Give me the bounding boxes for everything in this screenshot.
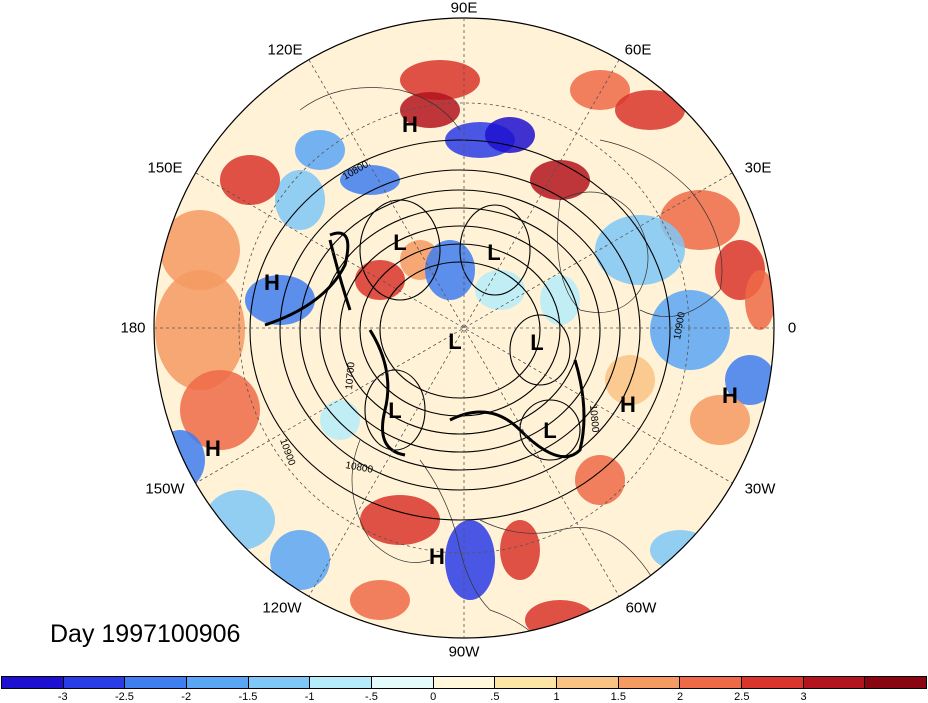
high-pressure-label: H xyxy=(264,270,280,295)
lon-label-90w: 90W xyxy=(448,643,480,661)
colorbar-swatch xyxy=(125,677,188,688)
colorbar-tick-label: .5 xyxy=(490,691,500,703)
anomaly-patch xyxy=(275,170,325,230)
colorbar-tick-label: 0 xyxy=(430,691,437,703)
anomaly-patch xyxy=(355,260,405,300)
colorbar-swatch xyxy=(187,677,249,688)
lon-label-60w: 60W xyxy=(625,599,657,617)
lon-label-60e: 60E xyxy=(624,41,652,59)
anomaly-patch xyxy=(500,520,540,580)
colorbar-swatch xyxy=(495,677,558,688)
low-pressure-label: L xyxy=(388,398,401,423)
anomaly-patch xyxy=(340,165,400,195)
anomaly-patch xyxy=(595,215,685,285)
high-pressure-label: H xyxy=(205,436,221,461)
colorbar-tick-label: 2 xyxy=(677,691,684,703)
colorbar-swatch xyxy=(742,677,804,688)
map-title: Day 1997100906 xyxy=(50,620,241,648)
anomaly-patch xyxy=(540,275,580,325)
high-pressure-label: H xyxy=(620,392,636,417)
colorbar-swatch xyxy=(433,677,496,688)
anomaly-patch xyxy=(220,155,280,205)
anomaly-patch xyxy=(425,240,475,300)
anomaly-patch xyxy=(295,130,345,170)
colorbar-swatch xyxy=(2,677,64,688)
anomaly-patch xyxy=(605,355,655,405)
contour-value-label: 10700 xyxy=(344,361,357,390)
jet-streak-contours xyxy=(264,231,586,459)
high-pressure-label: H xyxy=(722,383,738,408)
anomaly-patch xyxy=(575,455,625,505)
contour-value-label: 10800 xyxy=(344,460,374,476)
anomaly-patch xyxy=(400,60,480,100)
colorbar-swatch xyxy=(63,677,126,688)
anomaly-blobs xyxy=(155,60,774,638)
anomaly-patch xyxy=(320,400,360,440)
colorbar-tick-label: -3 xyxy=(57,691,68,703)
anomaly-patch xyxy=(745,270,774,330)
lon-label-0: 0 xyxy=(787,319,797,337)
colorbar-tick-label: 1.5 xyxy=(610,691,626,703)
colorbar-tick-label: -.5 xyxy=(364,691,378,703)
anomaly-patch xyxy=(155,270,245,390)
colorbar-tick-label: 1 xyxy=(553,691,560,703)
colorbar-swatch xyxy=(803,677,866,688)
anomaly-patch xyxy=(360,495,440,545)
colorbar xyxy=(1,676,927,689)
colorbar-swatch xyxy=(680,677,743,688)
lon-label-30e: 30E xyxy=(744,159,772,177)
lon-label-150w: 150W xyxy=(145,480,185,498)
colorbar-tick-label: -1 xyxy=(304,691,315,703)
low-pressure-label: L xyxy=(530,330,543,355)
anomaly-patch xyxy=(615,90,685,130)
low-pressure-label: L xyxy=(543,418,556,443)
colorbar-swatch xyxy=(310,677,373,688)
anomaly-patch xyxy=(400,92,460,128)
low-pressure-label: L xyxy=(393,230,406,255)
anomaly-patch xyxy=(180,370,260,450)
anomaly-patch xyxy=(690,395,750,445)
anomaly-patch xyxy=(445,520,495,600)
colorbar-tick-label: -1.5 xyxy=(238,691,258,703)
lon-label-120e: 120E xyxy=(267,41,303,59)
contour-value-label: 10800 xyxy=(587,404,600,433)
anomaly-patch xyxy=(570,70,630,110)
colorbar-tick-label: -2 xyxy=(181,691,192,703)
colorbar-swatch xyxy=(248,677,311,688)
anomaly-patch xyxy=(350,580,410,620)
anomaly-patch xyxy=(530,160,590,200)
anomaly-patch xyxy=(205,490,275,550)
colorbar-tick-label: 2.5 xyxy=(734,691,750,703)
lon-label-30w: 30W xyxy=(744,480,776,498)
lon-label-90e: 90E xyxy=(450,0,478,17)
graticule xyxy=(154,18,774,638)
lon-label-150e: 150E xyxy=(147,159,183,177)
colorbar-tick-label: -2.5 xyxy=(114,691,134,703)
colorbar-tick-label: 3 xyxy=(800,691,807,703)
anomaly-patch xyxy=(485,117,535,153)
anomaly-patch xyxy=(475,270,525,310)
high-pressure-label: H xyxy=(402,112,418,137)
colorbar-swatch xyxy=(865,677,927,688)
anomaly-patch xyxy=(160,210,240,290)
low-pressure-label: L xyxy=(487,240,500,265)
colorbar-swatch xyxy=(557,677,619,688)
lon-label-180: 180 xyxy=(120,319,146,337)
anomaly-patch xyxy=(725,355,774,405)
colorbar-swatch xyxy=(372,677,434,688)
lon-label-120w: 120W xyxy=(262,599,302,617)
anomaly-patch xyxy=(525,600,595,638)
high-pressure-label: H xyxy=(429,544,445,569)
low-pressure-label: L xyxy=(448,329,461,354)
anomaly-patch xyxy=(270,530,330,590)
anomaly-patch xyxy=(650,290,730,370)
contour-value-label: 10900 xyxy=(672,311,688,341)
colorbar-swatch xyxy=(618,677,681,688)
